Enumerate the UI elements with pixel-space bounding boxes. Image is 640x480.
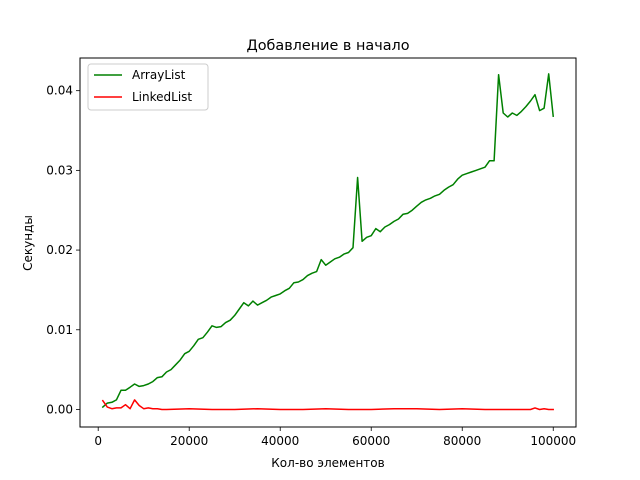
chart-title: Добавление в начало — [246, 38, 409, 54]
y-axis-ticks: 0.00 0.01 0.02 0.03 0.04 — [46, 84, 80, 416]
plot-area — [101, 73, 555, 411]
x-tick-label: 60000 — [352, 434, 390, 448]
x-tick-label: 20000 — [170, 434, 208, 448]
y-axis-label: Секунды — [21, 215, 35, 271]
legend-label-arraylist: ArrayList — [132, 68, 186, 82]
x-tick-label: 100000 — [530, 434, 576, 448]
x-tick-label: 0 — [94, 434, 102, 448]
plot-frame — [79, 57, 577, 428]
y-tick-label: 0.04 — [46, 84, 73, 98]
y-tick-label: 0.02 — [46, 243, 73, 257]
y-tick-label: 0.03 — [46, 163, 73, 177]
legend-label-linkedlist: LinkedList — [132, 90, 192, 104]
legend: ArrayList LinkedList — [87, 63, 209, 111]
series-line-linkedlist — [101, 399, 554, 411]
x-axis-ticks: 0 20000 40000 60000 80000 100000 — [94, 427, 576, 448]
series-line-arraylist — [101, 73, 555, 409]
y-tick-label: 0.01 — [46, 323, 73, 337]
x-tick-label: 80000 — [443, 434, 481, 448]
x-tick-label: 40000 — [261, 434, 299, 448]
x-axis-label: Кол-во элементов — [271, 456, 384, 470]
y-tick-label: 0.00 — [46, 402, 73, 416]
